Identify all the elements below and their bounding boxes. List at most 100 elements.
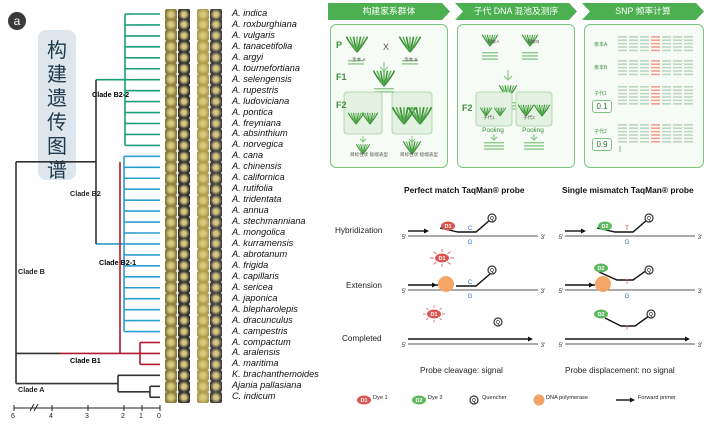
species-thumbnail [165, 293, 177, 305]
species-label: A. sericea [232, 281, 273, 292]
species-thumbnail [210, 172, 222, 184]
species-label: A. compactum [232, 336, 291, 347]
panel-label-badge: a [8, 12, 26, 30]
sequence-read [662, 92, 671, 95]
species-label: Ajania pallasiana [232, 380, 302, 391]
taqman-title-right: Single mismatch TaqMan® probe [562, 185, 694, 195]
row-label-completed: Completed [342, 334, 382, 343]
title-char-1: 构 [47, 38, 67, 62]
species-thumbnail [178, 19, 190, 31]
dye-circle [441, 221, 455, 231]
sequence-read [662, 89, 671, 91]
signal-ray [439, 317, 443, 321]
species-thumbnail [178, 337, 190, 348]
sequence-read [629, 127, 638, 129]
cross-symbol: X [383, 42, 390, 52]
species-thumbnail [178, 139, 190, 151]
species-thumbnail [210, 249, 222, 261]
strand-end-3: 3' [541, 289, 545, 295]
species-thumbnail [210, 85, 222, 97]
probe-strand [456, 273, 491, 287]
species-thumbnail [178, 118, 190, 129]
species-thumbnail [210, 391, 222, 403]
sequence-read [629, 99, 638, 102]
sequence-read [684, 60, 693, 62]
species-thumbnail [178, 63, 190, 75]
sequence-read [662, 63, 671, 65]
axis-tick-0: 0 [157, 413, 161, 420]
sequence-read [651, 137, 660, 140]
species-thumbnail [210, 205, 222, 217]
species-thumbnail [197, 358, 209, 370]
dye-circle [594, 309, 608, 319]
sequence-read [651, 99, 660, 102]
sequence-read [684, 39, 693, 41]
species-thumbnail [178, 358, 190, 370]
text-line-icon [374, 91, 394, 93]
legend-polymerase-icon [533, 394, 545, 406]
species-thumbnail [178, 30, 190, 42]
sequence-read [629, 73, 638, 76]
strand-end-5: 5' [402, 289, 406, 295]
species-thumbnail [197, 30, 209, 42]
species-thumbnail [178, 293, 190, 305]
template-base: G [468, 294, 473, 300]
species-thumbnail [178, 326, 190, 338]
species-thumbnail [165, 172, 177, 184]
sequence-read [684, 96, 693, 98]
species-thumbnail [178, 107, 190, 119]
child-pool-2-label: 子代2 [523, 115, 535, 120]
sequence-read [662, 124, 671, 126]
released-dye [427, 309, 441, 319]
template-base: G [625, 240, 630, 246]
species-thumbnail [210, 139, 222, 151]
species-thumbnail [197, 216, 209, 228]
sequence-read [629, 42, 638, 45]
quencher-circle [646, 309, 656, 319]
species-thumbnail [210, 238, 222, 250]
signal-ray [439, 307, 443, 311]
title-char-3: 遗 [47, 86, 67, 110]
species-thumbnail [165, 52, 177, 64]
displaced-probe [604, 315, 650, 327]
species-thumbnail [210, 304, 222, 316]
species-thumbnail [197, 107, 209, 119]
sequence-read [684, 141, 693, 143]
mini-parent-b-label: 亲本B [527, 39, 540, 44]
species-thumbnail [165, 238, 177, 250]
species-thumbnail [197, 41, 209, 53]
species-thumbnail [197, 118, 209, 129]
text-line-icon [402, 60, 418, 62]
species-thumbnail [178, 128, 190, 140]
title-char-5: 图 [47, 134, 67, 158]
species-thumbnail [210, 293, 222, 305]
sequence-read [684, 134, 693, 136]
axis-tick-4: 4 [49, 413, 53, 420]
species-thumbnail [210, 30, 222, 42]
sequence-read [673, 49, 682, 52]
species-thumbnail [178, 260, 190, 272]
species-thumbnail [165, 282, 177, 294]
sequence-read [662, 73, 671, 76]
step-bar-3: SNP 频率计算 [582, 3, 704, 20]
species-thumbnail [197, 315, 209, 327]
sequence-read [640, 36, 649, 38]
sequence-read [673, 36, 682, 38]
species-thumbnail [210, 118, 222, 129]
sequence-read [684, 124, 693, 126]
species-label: A. maritima [232, 358, 279, 369]
sequence-read [618, 86, 627, 88]
sequence-read [662, 99, 671, 102]
sequence-read [651, 73, 660, 76]
dye-label: D2 [601, 224, 608, 230]
quencher-circle [487, 213, 497, 223]
species-thumbnail [197, 347, 209, 359]
sequence-read [651, 70, 660, 72]
species-label: A. indica [232, 8, 268, 18]
sequence-read [629, 137, 638, 140]
step-bar-2: 子代 DNA 混池及测序 [455, 3, 577, 20]
sequence-read [618, 70, 627, 72]
sequence-read [629, 66, 638, 69]
species-thumbnail [165, 118, 177, 129]
species-label: A. frigida [232, 259, 269, 270]
